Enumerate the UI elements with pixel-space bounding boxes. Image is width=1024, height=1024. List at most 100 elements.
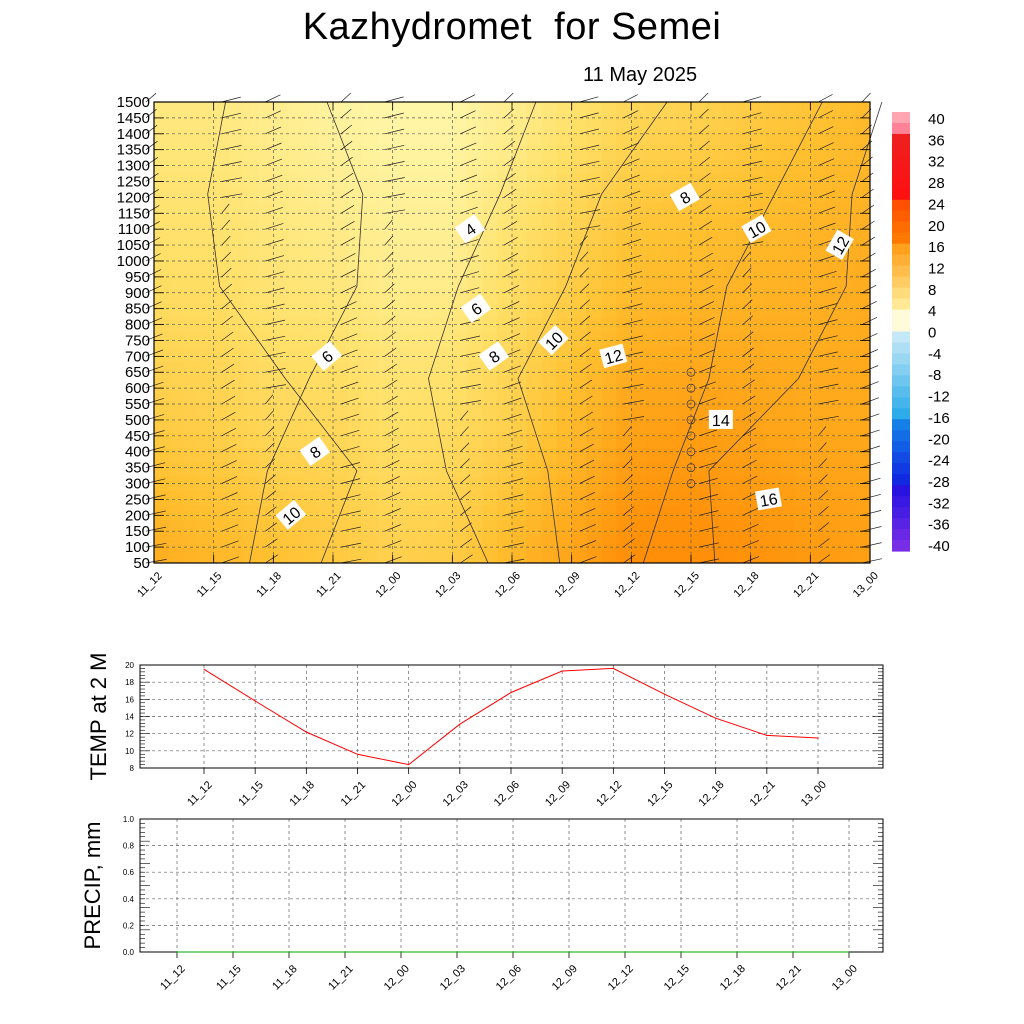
temperature-cell bbox=[228, 188, 245, 204]
temperature-cell bbox=[258, 476, 275, 492]
temperature-cell bbox=[213, 130, 230, 147]
temperature-cell bbox=[691, 202, 707, 219]
wind-barb bbox=[265, 223, 284, 230]
wind-barb bbox=[742, 96, 762, 103]
temperature-cell bbox=[631, 145, 648, 161]
temperature-cell bbox=[541, 260, 558, 276]
temperature-cell bbox=[661, 145, 677, 161]
wind-barb bbox=[340, 140, 353, 150]
temperature-cell bbox=[198, 116, 215, 132]
temperature-cell bbox=[825, 145, 841, 161]
temperature-cell bbox=[825, 130, 841, 147]
x-tick-label: 11_18 bbox=[254, 570, 284, 600]
temperature-cell bbox=[422, 231, 439, 247]
temperature-cell bbox=[735, 462, 752, 478]
temperature-cell bbox=[482, 548, 498, 563]
wind-barb bbox=[265, 206, 284, 214]
temperature-cell bbox=[377, 476, 394, 492]
temperature-cell bbox=[318, 274, 334, 291]
temperature-cell bbox=[705, 159, 722, 175]
temperature-cell bbox=[213, 102, 230, 118]
temperature-cell bbox=[795, 217, 812, 233]
temperature-cell bbox=[512, 548, 528, 563]
panel-grid bbox=[140, 664, 883, 769]
temperature-cell bbox=[437, 303, 454, 319]
temperature-cell bbox=[273, 447, 290, 463]
temperature-cell bbox=[377, 346, 394, 363]
temperature-cell bbox=[422, 318, 439, 334]
colorbar-swatch bbox=[892, 518, 910, 530]
temperature-cell bbox=[855, 548, 870, 563]
wind-barb bbox=[698, 510, 719, 516]
temperature-cell bbox=[840, 260, 856, 276]
temperature-cell bbox=[840, 462, 856, 478]
calm-wind-circle bbox=[686, 383, 696, 393]
temperature-cell bbox=[526, 303, 543, 319]
temperature-cell bbox=[437, 188, 454, 204]
temperature-cell bbox=[392, 303, 409, 319]
temperature-cell bbox=[482, 404, 498, 420]
wind-barb bbox=[698, 445, 718, 453]
temperature-cell bbox=[795, 404, 812, 420]
temperature-cell bbox=[661, 447, 677, 463]
wind-barb bbox=[698, 252, 713, 262]
temperature-cell bbox=[571, 418, 588, 435]
temperature-cell bbox=[497, 418, 513, 435]
wind-barb bbox=[460, 174, 478, 182]
temperature-cell bbox=[825, 404, 841, 420]
wind-barb bbox=[818, 399, 839, 405]
temperature-cell bbox=[273, 548, 290, 563]
temperature-cell bbox=[601, 534, 618, 550]
temperature-cell bbox=[735, 346, 752, 363]
temperature-cell bbox=[228, 346, 245, 363]
temperature-cell bbox=[407, 534, 424, 550]
temperature-cell bbox=[825, 505, 841, 521]
temperature-cell bbox=[720, 476, 737, 492]
wind-barb bbox=[503, 317, 520, 325]
temperature-cell bbox=[362, 447, 379, 463]
wind-barb bbox=[503, 429, 523, 437]
wind-barb bbox=[503, 510, 524, 516]
temperature-cell bbox=[571, 159, 588, 175]
contour-label-bg bbox=[755, 487, 782, 511]
temperature-cell bbox=[273, 116, 290, 132]
temperature-cell bbox=[571, 260, 588, 276]
temperature-cell bbox=[720, 519, 737, 535]
temperature-cell bbox=[452, 361, 469, 377]
temperature-cell bbox=[631, 260, 648, 276]
temperature-cell bbox=[705, 289, 722, 305]
temperature-cell bbox=[183, 188, 200, 204]
temperature-cell bbox=[333, 202, 349, 219]
temperature-cell bbox=[303, 534, 319, 550]
temperature-cell bbox=[198, 130, 215, 147]
temperature-cell bbox=[512, 246, 528, 262]
temperature-cell bbox=[750, 260, 767, 276]
contour-label: 14 bbox=[708, 409, 733, 430]
temperature-cell bbox=[855, 519, 870, 535]
temperature-cell bbox=[810, 202, 827, 219]
temperature-cell bbox=[407, 174, 424, 190]
wind-barb bbox=[340, 269, 356, 278]
wind-barb bbox=[579, 556, 597, 564]
temperature-cell bbox=[183, 433, 200, 449]
temperature-cell bbox=[810, 318, 827, 334]
y-tick-label: 100 bbox=[125, 539, 150, 556]
temperature-cell bbox=[705, 231, 722, 247]
temperature-cell bbox=[333, 159, 349, 175]
temperature-cell bbox=[720, 260, 737, 276]
temperature-cell bbox=[407, 418, 424, 435]
temperature-cell bbox=[482, 534, 498, 550]
temperature-cell bbox=[616, 246, 633, 262]
wind-barb bbox=[818, 287, 837, 294]
contour-label-bg bbox=[708, 409, 733, 429]
temperature-cell bbox=[735, 202, 752, 219]
temperature-cell bbox=[377, 404, 394, 420]
temperature-cell bbox=[586, 490, 603, 507]
temperature-cell bbox=[676, 490, 692, 507]
temperature-cell bbox=[780, 174, 797, 190]
temperature-cell bbox=[154, 303, 170, 319]
wind-barb bbox=[265, 474, 276, 484]
wind-barb bbox=[861, 558, 882, 564]
temperature-cell bbox=[333, 274, 349, 291]
